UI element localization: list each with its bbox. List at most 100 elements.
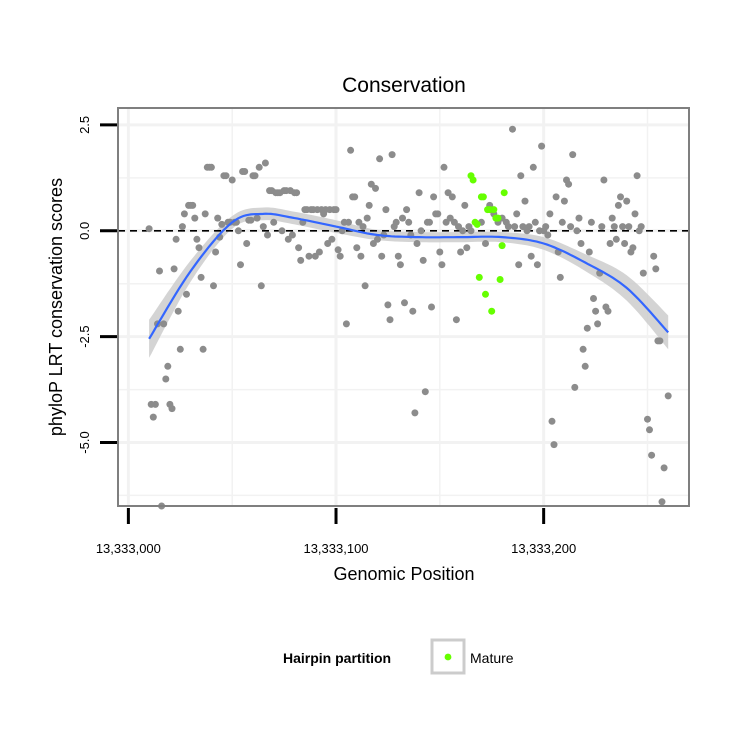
score-point-184 <box>550 441 558 449</box>
score-point-16 <box>178 223 186 231</box>
score-point-13 <box>172 235 180 243</box>
score-point-173 <box>527 252 535 260</box>
score-point-175 <box>531 218 539 226</box>
score-point-157 <box>482 240 489 247</box>
score-point-103 <box>359 223 367 231</box>
plot-panel <box>118 108 689 506</box>
score-point-205 <box>594 320 602 328</box>
mature-point-4 <box>475 273 483 281</box>
legend-title: Hairpin partition <box>283 650 391 666</box>
score-point-201 <box>585 248 593 256</box>
score-point-44 <box>237 261 244 269</box>
mature-point-6 <box>479 193 487 201</box>
score-point-102 <box>357 252 365 260</box>
mature-point-16 <box>500 189 508 197</box>
score-point-181 <box>544 231 552 239</box>
score-point-216 <box>617 193 624 201</box>
score-point-73 <box>297 256 305 264</box>
score-point-5 <box>156 267 163 275</box>
score-point-128 <box>411 409 419 417</box>
score-point-140 <box>436 248 444 256</box>
score-point-120 <box>394 252 402 260</box>
score-point-193 <box>569 151 577 159</box>
score-point-110 <box>374 235 381 243</box>
score-point-170 <box>521 197 529 205</box>
score-point-141 <box>438 261 446 269</box>
score-point-33 <box>214 214 222 222</box>
score-point-14 <box>174 307 182 315</box>
legend: Hairpin partition Mature <box>283 638 514 675</box>
score-point-211 <box>606 240 614 247</box>
score-point-23 <box>193 235 201 243</box>
score-point-18 <box>183 290 190 298</box>
mature-point-3 <box>473 220 481 228</box>
score-point-95 <box>342 320 350 328</box>
score-point-115 <box>384 301 392 309</box>
score-point-24 <box>195 244 203 252</box>
x-tick-label-0: 13,333,000 <box>96 541 161 556</box>
score-points <box>145 125 672 510</box>
chart-title: Conservation <box>342 74 466 97</box>
score-point-131 <box>417 227 425 235</box>
score-point-7 <box>160 320 168 328</box>
score-point-88 <box>328 235 336 243</box>
score-point-52 <box>253 214 261 222</box>
score-point-180 <box>542 223 550 231</box>
score-point-11 <box>168 405 176 413</box>
score-point-220 <box>625 223 633 231</box>
score-point-109 <box>372 184 379 192</box>
score-point-167 <box>515 261 523 269</box>
y-axis: 2.5 0.0 -2.5 -5.0 <box>77 116 117 454</box>
score-point-69 <box>288 231 296 239</box>
legend-key-mature <box>444 653 452 661</box>
score-point-22 <box>191 214 199 222</box>
mature-point-11 <box>490 206 498 214</box>
x-axis-title: Genomic Position <box>333 564 474 584</box>
score-point-182 <box>546 210 554 218</box>
score-point-137 <box>430 193 438 201</box>
score-point-207 <box>598 223 606 231</box>
score-point-214 <box>612 235 620 243</box>
score-point-224 <box>633 172 641 180</box>
score-point-152 <box>461 201 469 209</box>
score-point-97 <box>347 146 355 154</box>
score-point-35 <box>218 220 226 228</box>
score-point-123 <box>401 299 408 307</box>
confidence-ribbon-layer <box>149 207 669 358</box>
score-point-153 <box>463 244 471 252</box>
score-point-90 <box>332 206 340 214</box>
y-tick-label-2: -2.5 <box>77 325 92 347</box>
x-tick-label-2: 13,333,200 <box>511 541 576 556</box>
score-point-194 <box>571 383 579 391</box>
score-point-164 <box>509 125 516 133</box>
score-point-136 <box>428 303 435 311</box>
y-tick-label-0: 2.5 <box>77 116 92 134</box>
score-point-46 <box>241 168 249 175</box>
score-point-47 <box>243 240 251 247</box>
plot-panel-border <box>117 107 690 507</box>
score-point-72 <box>295 244 303 252</box>
y-tick-label-1: 0.0 <box>77 222 92 240</box>
score-point-12 <box>170 265 178 273</box>
score-point-150 <box>457 248 465 256</box>
mature-point-13 <box>494 214 502 222</box>
score-point-235 <box>658 498 666 506</box>
score-point-130 <box>415 189 423 197</box>
score-point-64 <box>278 227 286 235</box>
score-point-236 <box>660 464 668 472</box>
score-point-82 <box>315 248 323 256</box>
score-point-100 <box>353 244 361 252</box>
score-point-112 <box>378 252 386 260</box>
score-point-176 <box>533 261 541 269</box>
score-point-172 <box>525 223 533 231</box>
score-point-25 <box>197 273 205 281</box>
score-point-99 <box>351 193 359 201</box>
score-point-148 <box>452 316 460 324</box>
score-point-2 <box>149 413 157 421</box>
score-point-106 <box>365 201 373 209</box>
score-point-53 <box>255 163 263 171</box>
score-point-17 <box>180 210 188 218</box>
score-point-195 <box>573 227 581 235</box>
score-point-188 <box>558 218 566 226</box>
score-point-208 <box>600 176 608 184</box>
